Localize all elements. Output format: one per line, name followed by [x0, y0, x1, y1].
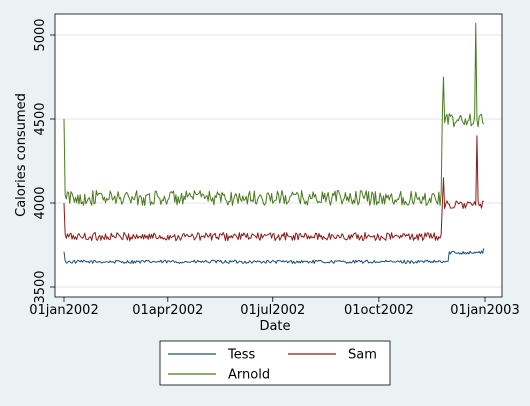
- y-tick-label: 4000: [33, 186, 48, 219]
- x-tick-label: 01jan2002: [29, 303, 98, 318]
- series-line-sam: [63, 135, 484, 242]
- legend-entries: Tess Sam Arnold: [168, 348, 377, 383]
- legend: Tess Sam Arnold: [159, 340, 391, 386]
- x-axis-title: Date: [259, 319, 290, 334]
- legend-label-tess: Tess: [227, 348, 256, 363]
- plot-frame: [54, 13, 503, 298]
- x-tick-label: 01oct2002: [344, 303, 414, 318]
- y-tick-label: 4500: [33, 102, 48, 135]
- series-line-tess: [63, 248, 485, 264]
- y-axis-title: Calories consumed: [14, 93, 29, 217]
- legend-label-arnold: Arnold: [228, 368, 270, 383]
- legend-label-sam: Sam: [348, 348, 377, 363]
- series-lines: [63, 22, 485, 264]
- series-line-arnold: [63, 22, 485, 206]
- plot-background: [55, 14, 502, 297]
- x-tick-label: 01jul2002: [240, 303, 305, 318]
- legend-box: [159, 340, 391, 386]
- x-tick-label: 01jan2003: [450, 303, 519, 318]
- y-tick-label: 5000: [33, 18, 48, 51]
- axes: 3500 4000 4500 5000 01jan2002 01apr2002 01jul2…: [29, 18, 519, 318]
- y-tick-label: 3500: [33, 270, 48, 303]
- x-tick-label: 01apr2002: [132, 303, 203, 318]
